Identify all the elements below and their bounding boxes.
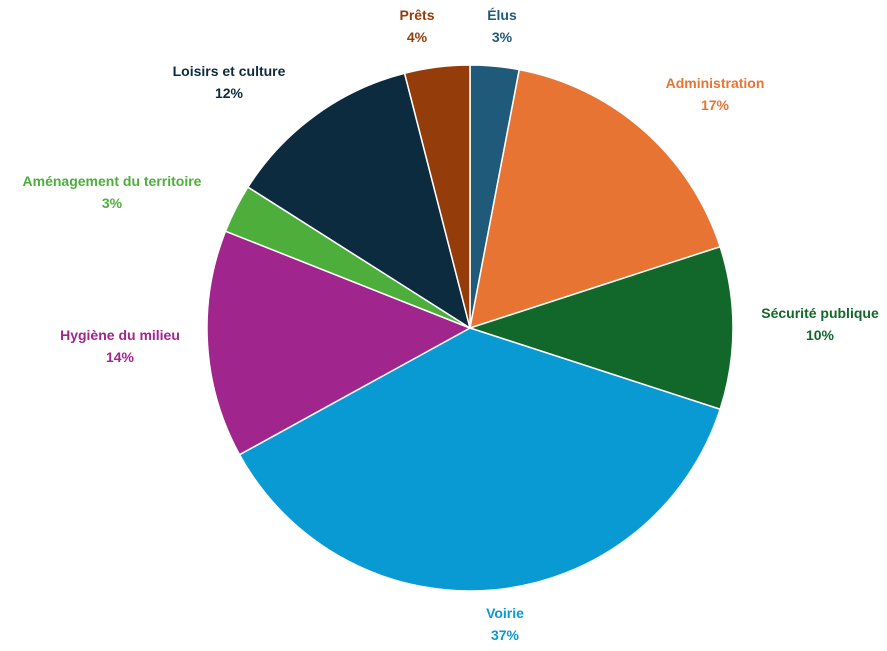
pie-slice-3: [238, 327, 722, 592]
slice-value-0: 3%: [492, 29, 513, 45]
slice-label-5: Aménagement du territoire: [23, 173, 202, 189]
slice-value-4: 14%: [106, 349, 135, 365]
pie-slice-6: [246, 72, 472, 330]
slice-value-6: 12%: [215, 85, 244, 101]
slice-value-3: 37%: [491, 627, 520, 643]
pie-slice-1: [469, 68, 722, 330]
slice-label-6: Loisirs et culture: [173, 63, 286, 79]
slice-label-7: Prêts: [399, 7, 434, 23]
slice-value-7: 4%: [407, 29, 428, 45]
slice-label-1: Administration: [666, 75, 765, 91]
pie-slices: [206, 64, 734, 592]
pie-slice-7: [403, 64, 471, 329]
slice-value-2: 10%: [806, 327, 835, 343]
slice-value-5: 3%: [102, 195, 123, 211]
slice-label-4: Hygiène du milieu: [60, 327, 180, 343]
slice-value-1: 17%: [701, 97, 730, 113]
pie-slice-2: [467, 245, 734, 411]
slice-label-2: Sécurité publique: [761, 305, 879, 321]
pie-labels: Élus 3% Administration 17% Sécurité publique…: [23, 7, 879, 643]
pie-slice-4: [206, 230, 472, 456]
slice-label-0: Élus: [487, 7, 517, 23]
slice-label-3: Voirie: [486, 605, 524, 621]
